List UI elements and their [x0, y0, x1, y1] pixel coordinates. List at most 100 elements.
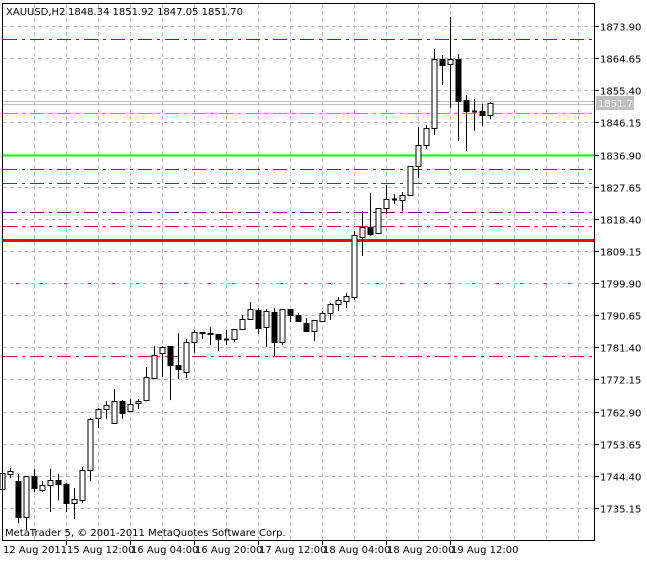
- candle: [367, 193, 374, 237]
- candle: [447, 16, 454, 108]
- candle: [159, 345, 166, 377]
- candle-body: [375, 208, 382, 234]
- candle: [439, 55, 446, 86]
- candle-body: [95, 409, 102, 419]
- price-tick-label: 1735.15: [600, 505, 641, 516]
- candle-body: [63, 484, 70, 504]
- candle: [279, 309, 286, 345]
- candle-body: [231, 329, 238, 340]
- candle: [215, 334, 222, 352]
- candle: [351, 230, 358, 301]
- candle: [463, 95, 470, 152]
- time-tick-label: 17 Aug 12:00: [259, 545, 326, 556]
- price-tick-label: 1762.90: [600, 409, 641, 420]
- candle: [103, 401, 110, 419]
- time-tick-label: 16 Aug 04:00: [131, 545, 198, 556]
- candle-body: [87, 419, 94, 471]
- candle: [151, 345, 158, 379]
- time-tick-label: 15 Aug 12:00: [67, 545, 134, 556]
- candle: [119, 400, 126, 419]
- watermark: MetaTrader 5, © 2001-2011 MetaQuotes Sof…: [5, 528, 286, 539]
- candle-body: [207, 333, 214, 335]
- candle-body: [327, 304, 334, 314]
- candle-body: [31, 476, 38, 489]
- candle: [455, 54, 462, 141]
- candle-body: [303, 323, 310, 332]
- candle-body: [255, 310, 262, 329]
- candle: [7, 467, 14, 478]
- candle: [79, 467, 86, 503]
- candle-body: [79, 470, 86, 501]
- candle-body: [383, 199, 390, 209]
- candle-body: [463, 100, 470, 112]
- candle: [392, 194, 397, 204]
- candle: [383, 185, 390, 214]
- candle: [319, 310, 326, 322]
- candle: [95, 408, 102, 428]
- price-tick-label: 1873.90: [600, 23, 641, 34]
- candle-body: [127, 404, 134, 412]
- current-price-label-text: 1851.70: [598, 99, 639, 110]
- candle: [327, 302, 334, 320]
- candle-body: [167, 346, 174, 366]
- candle: [375, 208, 382, 234]
- candle-body: [215, 334, 222, 340]
- price-tick-label: 1772.15: [600, 376, 641, 387]
- candle: [335, 296, 342, 311]
- price-tick-label: 1827.65: [600, 184, 641, 195]
- candle: [231, 328, 238, 343]
- candle: [63, 483, 70, 513]
- candle: [343, 293, 350, 309]
- time-tick-label: 18 Aug 20:00: [387, 545, 454, 556]
- candle: [183, 339, 190, 378]
- ohlc-readout: 1848.34 1851.92 1847.05 1851.70: [68, 7, 243, 18]
- price-tick-label: 1781.40: [600, 344, 641, 355]
- candle-body: [55, 480, 62, 485]
- candle: [143, 367, 150, 402]
- candle: [423, 125, 430, 149]
- price-tick-label: 1799.90: [600, 280, 641, 291]
- candle: [39, 481, 46, 493]
- candle-body: [7, 471, 14, 475]
- candle-body: [279, 309, 286, 343]
- candle-body: [359, 227, 366, 238]
- time-tick-label: 19 Aug 12:00: [451, 545, 518, 556]
- price-tick-label: 1864.65: [600, 55, 641, 66]
- candle-body: [191, 332, 198, 343]
- price-axis-labels: 1873.90 1864.65 1855.40 1846.15 1836.90 1827.…: [594, 23, 641, 516]
- candle-body: [119, 401, 126, 414]
- candle-body: [399, 195, 406, 201]
- candle: [167, 345, 174, 401]
- candle-body: [199, 332, 206, 334]
- candle-body: [47, 480, 54, 486]
- candle-body: [159, 347, 166, 354]
- candle: [295, 312, 302, 322]
- grid: [3, 4, 594, 540]
- candle: [263, 309, 270, 347]
- candle: [191, 329, 198, 353]
- candle-body: [439, 59, 446, 66]
- candle: [199, 332, 206, 340]
- price-tick-label: 1818.40: [600, 216, 641, 227]
- candle: [127, 399, 134, 412]
- candle-body: [447, 59, 454, 65]
- time-tick-label: 18 Aug 04:00: [323, 545, 390, 556]
- candle-body: [239, 319, 246, 330]
- candle-body: [335, 300, 342, 305]
- candle: [47, 468, 54, 513]
- candle-body: [479, 111, 486, 116]
- time-tick-label: 12 Aug 2011: [3, 545, 67, 556]
- candle: [207, 327, 214, 345]
- candle-body: [407, 166, 414, 196]
- candle-body: [455, 59, 462, 102]
- candle-body: [367, 227, 374, 235]
- candle-body: [351, 235, 358, 298]
- candle: [255, 308, 262, 335]
- candle: [399, 192, 406, 212]
- candle: [487, 102, 494, 120]
- candle-body: [175, 365, 182, 370]
- price-tick-label: 1753.65: [600, 441, 641, 452]
- candle-body: [39, 485, 46, 491]
